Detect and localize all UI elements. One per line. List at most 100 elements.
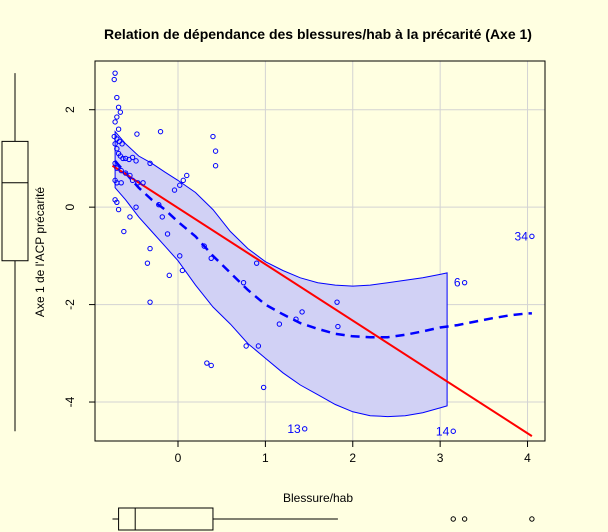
data-point bbox=[135, 180, 141, 186]
data-point bbox=[118, 167, 124, 174]
data-point bbox=[156, 202, 162, 208]
data-point bbox=[255, 343, 262, 349]
y-tick-label: -4 bbox=[63, 396, 77, 407]
x-tick-label: 1 bbox=[262, 451, 269, 465]
y-tick-label: 2 bbox=[63, 106, 77, 113]
data-point bbox=[210, 133, 216, 140]
data-point bbox=[112, 70, 118, 76]
plot-frame bbox=[94, 60, 546, 442]
data-point bbox=[276, 321, 283, 327]
x-box-iqr bbox=[118, 507, 214, 531]
data-point bbox=[114, 165, 120, 171]
data-point bbox=[179, 267, 186, 274]
x-marginal-boxplot bbox=[112, 507, 535, 531]
data-point bbox=[147, 245, 153, 252]
data-point bbox=[114, 94, 120, 101]
data-point bbox=[120, 155, 126, 162]
data-point bbox=[253, 260, 260, 266]
data-point bbox=[114, 114, 120, 120]
data-point bbox=[164, 231, 171, 237]
data-point bbox=[180, 177, 186, 184]
data-point bbox=[177, 182, 183, 188]
x-box-outlier bbox=[450, 516, 456, 522]
data-point bbox=[299, 309, 305, 315]
data-point bbox=[133, 158, 139, 164]
data-point bbox=[121, 228, 127, 235]
point-label: 14 bbox=[436, 424, 450, 438]
data-point bbox=[157, 128, 164, 135]
data-point bbox=[334, 299, 340, 305]
point-label: 13 bbox=[287, 422, 301, 436]
x-axis-label: Blessure/hab bbox=[283, 491, 353, 505]
data-point bbox=[122, 170, 129, 176]
x-tick-label: 4 bbox=[524, 451, 531, 465]
data-point bbox=[127, 214, 133, 220]
data-point bbox=[115, 104, 122, 110]
regression-line-group bbox=[111, 164, 533, 437]
y-box-iqr bbox=[1, 140, 29, 262]
y-marginal-boxplot bbox=[1, 73, 29, 432]
data-point bbox=[118, 180, 124, 186]
x-tick-label: 2 bbox=[349, 451, 356, 465]
data-point bbox=[184, 172, 190, 179]
data-point bbox=[117, 109, 124, 115]
x-tick-label: 0 bbox=[175, 451, 182, 465]
data-point bbox=[147, 299, 153, 305]
data-point bbox=[159, 214, 165, 220]
data-point bbox=[166, 272, 172, 279]
data-point bbox=[201, 243, 207, 249]
x-axis: 0 1 2 3 4 bbox=[175, 441, 531, 465]
data-point bbox=[147, 160, 153, 167]
data-point bbox=[112, 141, 118, 147]
data-point bbox=[240, 279, 247, 286]
regression-line bbox=[111, 164, 533, 437]
data-point bbox=[111, 76, 117, 83]
data-point bbox=[450, 428, 456, 434]
y-tick-label: -2 bbox=[63, 299, 77, 310]
data-point bbox=[208, 255, 214, 262]
data-point bbox=[129, 177, 136, 184]
y-axis: -4 -2 0 2 bbox=[63, 106, 95, 407]
data-point bbox=[114, 199, 120, 205]
smooth-line bbox=[114, 160, 532, 339]
data-point bbox=[171, 187, 178, 193]
chart-title: Relation de dépendance des blessures/hab… bbox=[104, 26, 532, 42]
data-point bbox=[529, 233, 535, 240]
data-point bbox=[212, 148, 219, 154]
x-box-outlier bbox=[461, 516, 468, 522]
data-point bbox=[302, 426, 308, 432]
data-point bbox=[114, 145, 120, 152]
data-point bbox=[127, 172, 133, 179]
data-point bbox=[115, 206, 122, 213]
point-labels-group: 34 6 13 14 bbox=[287, 229, 528, 438]
data-point bbox=[204, 360, 210, 366]
data-point bbox=[243, 343, 249, 349]
grid-lines bbox=[95, 61, 545, 441]
point-label: 34 bbox=[515, 229, 529, 243]
x-tick-label: 3 bbox=[437, 451, 444, 465]
data-point bbox=[133, 204, 139, 210]
data-point bbox=[144, 260, 151, 266]
data-point bbox=[140, 180, 146, 186]
data-point bbox=[212, 163, 219, 169]
data-point bbox=[122, 155, 129, 162]
point-label: 6 bbox=[454, 276, 461, 290]
data-point bbox=[134, 131, 140, 137]
points-group bbox=[111, 70, 535, 434]
data-point bbox=[461, 279, 468, 286]
data-point bbox=[335, 323, 341, 330]
data-point bbox=[293, 316, 299, 322]
data-point bbox=[112, 160, 118, 167]
data-point bbox=[208, 362, 214, 369]
data-point bbox=[129, 154, 136, 161]
data-point bbox=[115, 126, 122, 132]
y-axis-label: Axe 1 de l'ACP précarité bbox=[33, 187, 47, 317]
data-point bbox=[112, 119, 118, 125]
data-point bbox=[177, 253, 183, 259]
data-point bbox=[119, 141, 125, 147]
x-box-outlier bbox=[529, 516, 535, 522]
data-point bbox=[260, 384, 267, 391]
smooth-line-group bbox=[114, 160, 532, 339]
y-tick-label: 0 bbox=[63, 203, 77, 210]
